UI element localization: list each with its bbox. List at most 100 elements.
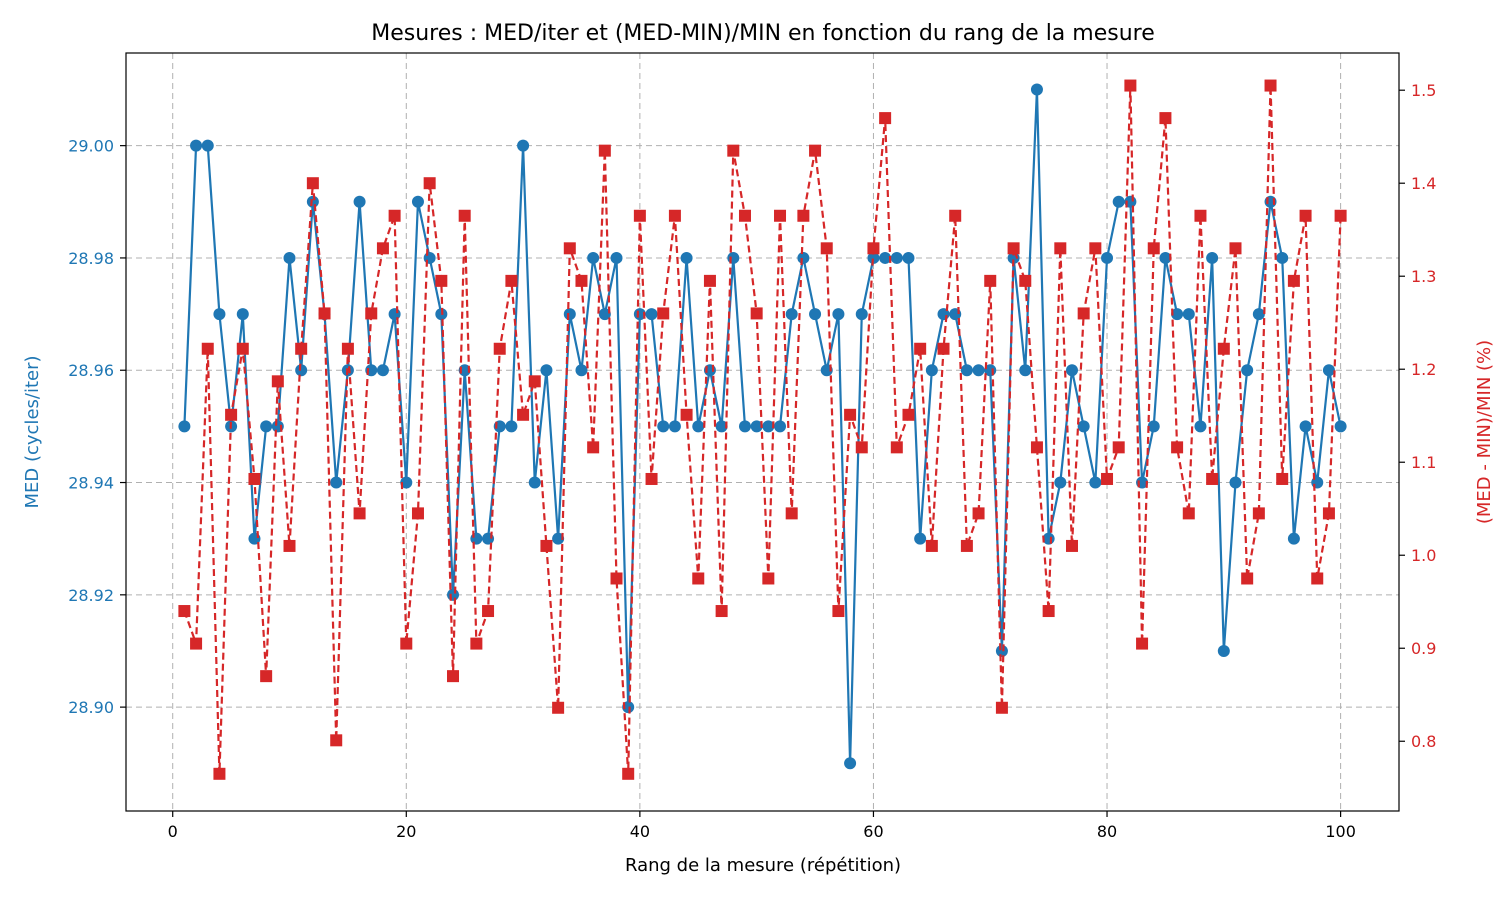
data-point-ratio [423, 177, 436, 190]
data-point-med [762, 420, 775, 433]
data-point-med [598, 308, 611, 321]
data-point-ratio [1007, 242, 1020, 255]
y-left-tick-label: 28.96 [68, 361, 114, 380]
y-left-tick-label: 28.90 [68, 698, 114, 717]
data-point-ratio [610, 572, 623, 585]
y-axis-left: 28.90 28.92 28.94 28.96 28.98 29.00 [68, 137, 126, 717]
data-point-med [657, 420, 670, 433]
data-point-med [995, 644, 1008, 657]
data-point-med [260, 420, 273, 433]
data-point-ratio [937, 342, 950, 355]
data-point-ratio [1252, 507, 1265, 520]
data-point-ratio [1159, 112, 1172, 125]
data-point-med [680, 251, 693, 264]
data-point-med [715, 420, 728, 433]
y-right-tick-label: 1.0 [1411, 546, 1436, 565]
data-point-ratio [1334, 209, 1347, 222]
data-point-med [1194, 420, 1207, 433]
data-point-ratio [201, 342, 214, 355]
data-point-ratio [1229, 242, 1242, 255]
data-point-med [960, 364, 973, 377]
data-point-ratio [318, 307, 331, 320]
grid-lines [126, 53, 1399, 811]
data-point-med [552, 532, 565, 545]
data-point-ratio [762, 572, 775, 585]
data-point-ratio [225, 408, 238, 421]
data-point-ratio [1124, 79, 1137, 92]
data-point-ratio [785, 507, 798, 520]
data-point-med [236, 308, 249, 321]
data-point-ratio [563, 242, 576, 255]
data-point-ratio [867, 242, 880, 255]
data-point-ratio [575, 274, 588, 287]
data-point-ratio [306, 177, 319, 190]
data-point-med [388, 308, 401, 321]
data-point-ratio [914, 342, 927, 355]
data-point-ratio [1241, 572, 1254, 585]
data-point-med [867, 251, 880, 264]
data-point-ratio [528, 375, 541, 388]
data-point-ratio [271, 375, 284, 388]
y-right-tick-label: 1.1 [1411, 453, 1436, 472]
y-axis-left-title: MED (cycles/iter) [22, 355, 43, 508]
data-point-ratio [960, 539, 973, 552]
series-med [178, 83, 1347, 770]
data-point-med [517, 139, 530, 152]
data-point-ratio [400, 637, 413, 650]
data-point-ratio [844, 408, 857, 421]
data-point-med [1182, 308, 1195, 321]
data-point-ratio [1171, 441, 1184, 454]
data-point-med [1101, 251, 1114, 264]
data-point-med [201, 139, 214, 152]
data-point-med [738, 420, 751, 433]
data-point-med [470, 532, 483, 545]
data-point-med [1019, 364, 1032, 377]
data-point-ratio [1322, 507, 1335, 520]
data-point-med [610, 251, 623, 264]
data-point-ratio [411, 507, 424, 520]
data-point-ratio [1136, 637, 1149, 650]
data-point-ratio [879, 112, 892, 125]
data-point-med [668, 420, 681, 433]
data-point-ratio [482, 605, 495, 618]
data-point-ratio [1030, 441, 1043, 454]
data-point-med [1252, 308, 1265, 321]
x-axis-title: Rang de la mesure (répétition) [625, 855, 901, 876]
data-point-ratio [774, 209, 787, 222]
data-point-med [295, 364, 308, 377]
x-axis: 0 20 40 60 80 100 [168, 811, 1356, 841]
y-right-tick-label: 1.2 [1411, 360, 1436, 379]
data-point-med [1217, 644, 1230, 657]
data-point-ratio [353, 507, 366, 520]
x-tick-label: 40 [630, 822, 650, 841]
data-point-ratio [295, 342, 308, 355]
data-point-ratio [1089, 242, 1102, 255]
data-point-ratio [447, 670, 460, 683]
x-tick-label: 80 [1097, 822, 1117, 841]
data-point-med [178, 420, 191, 433]
y-axis-right: 0.8 0.9 1.0 1.1 1.2 1.3 1.4 1.5 [1399, 81, 1436, 751]
data-point-med [1299, 420, 1312, 433]
data-point-med [902, 251, 915, 264]
data-point-med [1065, 364, 1078, 377]
data-point-med [447, 588, 460, 601]
data-point-ratio [283, 539, 296, 552]
data-point-ratio [984, 274, 997, 287]
data-point-med [925, 364, 938, 377]
data-point-ratio [925, 539, 938, 552]
data-point-ratio [1264, 79, 1277, 92]
data-point-ratio [820, 242, 833, 255]
data-point-ratio [470, 637, 483, 650]
data-point-med [797, 251, 810, 264]
data-point-med [575, 364, 588, 377]
data-point-ratio [388, 209, 401, 222]
data-point-ratio [505, 274, 518, 287]
data-point-ratio [341, 342, 354, 355]
data-point-ratio [855, 441, 868, 454]
data-point-ratio [1019, 274, 1032, 287]
data-point-med [1147, 420, 1160, 433]
y-axis-right-title: (MED - MIN)/MIN (%) [1474, 340, 1495, 524]
data-point-ratio [1112, 441, 1125, 454]
data-point-med [1276, 251, 1289, 264]
data-point-ratio [330, 734, 343, 747]
